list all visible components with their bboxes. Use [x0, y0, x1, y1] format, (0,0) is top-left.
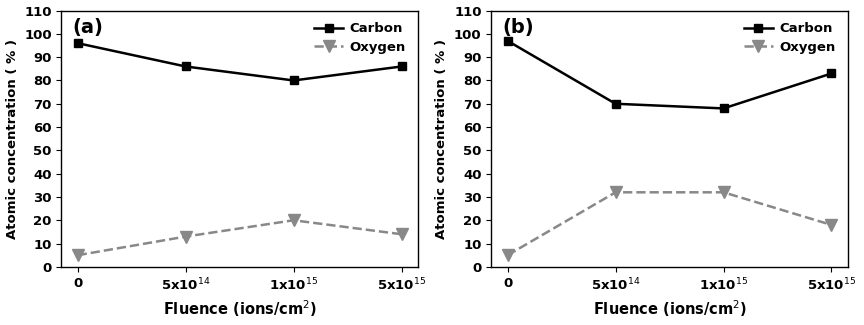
Line: Carbon: Carbon: [504, 37, 835, 112]
Carbon: [826, 72, 836, 75]
Oxygen: [73, 253, 83, 257]
Oxygen: [502, 253, 512, 257]
Carbon: [397, 65, 407, 69]
Line: Carbon: Carbon: [73, 39, 406, 84]
X-axis label: Fluence (ions/cm$^{2}$): Fluence (ions/cm$^{2}$): [593, 299, 746, 319]
Y-axis label: Atomic concentration ( % ): Atomic concentration ( % ): [5, 39, 18, 239]
Line: Oxygen: Oxygen: [72, 215, 407, 261]
Carbon: [610, 102, 620, 106]
Oxygen: [181, 235, 191, 239]
Oxygen: [289, 218, 299, 222]
Oxygen: [397, 232, 407, 236]
Oxygen: [610, 190, 620, 194]
Text: (b): (b): [502, 18, 534, 37]
Oxygen: [826, 223, 836, 227]
Carbon: [73, 41, 83, 45]
Legend: Carbon, Oxygen: Carbon, Oxygen: [739, 17, 841, 59]
Carbon: [181, 65, 191, 69]
Text: (a): (a): [73, 18, 103, 37]
Carbon: [502, 39, 512, 43]
Carbon: [289, 79, 299, 83]
Oxygen: [718, 190, 728, 194]
Line: Oxygen: Oxygen: [502, 187, 837, 261]
Carbon: [718, 107, 728, 111]
Legend: Carbon, Oxygen: Carbon, Oxygen: [308, 17, 411, 59]
X-axis label: Fluence (ions/cm$^{2}$): Fluence (ions/cm$^{2}$): [162, 299, 316, 319]
Y-axis label: Atomic concentration ( % ): Atomic concentration ( % ): [435, 39, 448, 239]
